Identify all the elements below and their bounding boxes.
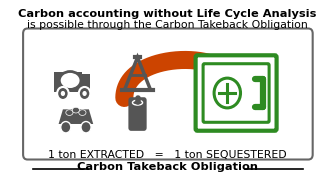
Polygon shape (59, 109, 93, 124)
Ellipse shape (66, 110, 73, 115)
Text: Carbon accounting without Life Cycle Analysis: Carbon accounting without Life Cycle Ana… (18, 9, 317, 19)
Circle shape (61, 122, 71, 133)
FancyBboxPatch shape (196, 55, 277, 131)
FancyBboxPatch shape (128, 97, 147, 131)
Ellipse shape (59, 71, 81, 89)
Text: is possible through the Carbon Takeback Obligation: is possible through the Carbon Takeback … (27, 19, 308, 29)
Circle shape (57, 87, 69, 100)
Polygon shape (221, 74, 237, 95)
Ellipse shape (132, 100, 143, 105)
Ellipse shape (72, 107, 79, 113)
Text: Carbon Takeback Obligation: Carbon Takeback Obligation (77, 163, 258, 173)
FancyBboxPatch shape (54, 72, 82, 92)
Circle shape (79, 87, 90, 100)
Ellipse shape (79, 110, 86, 115)
FancyBboxPatch shape (23, 29, 313, 160)
Circle shape (81, 122, 91, 133)
FancyBboxPatch shape (203, 64, 269, 122)
Circle shape (60, 90, 66, 97)
Text: 1 ton EXTRACTED   =   1 ton SEQUESTERED: 1 ton EXTRACTED = 1 ton SEQUESTERED (48, 149, 287, 160)
FancyBboxPatch shape (80, 74, 90, 89)
Circle shape (82, 90, 87, 97)
